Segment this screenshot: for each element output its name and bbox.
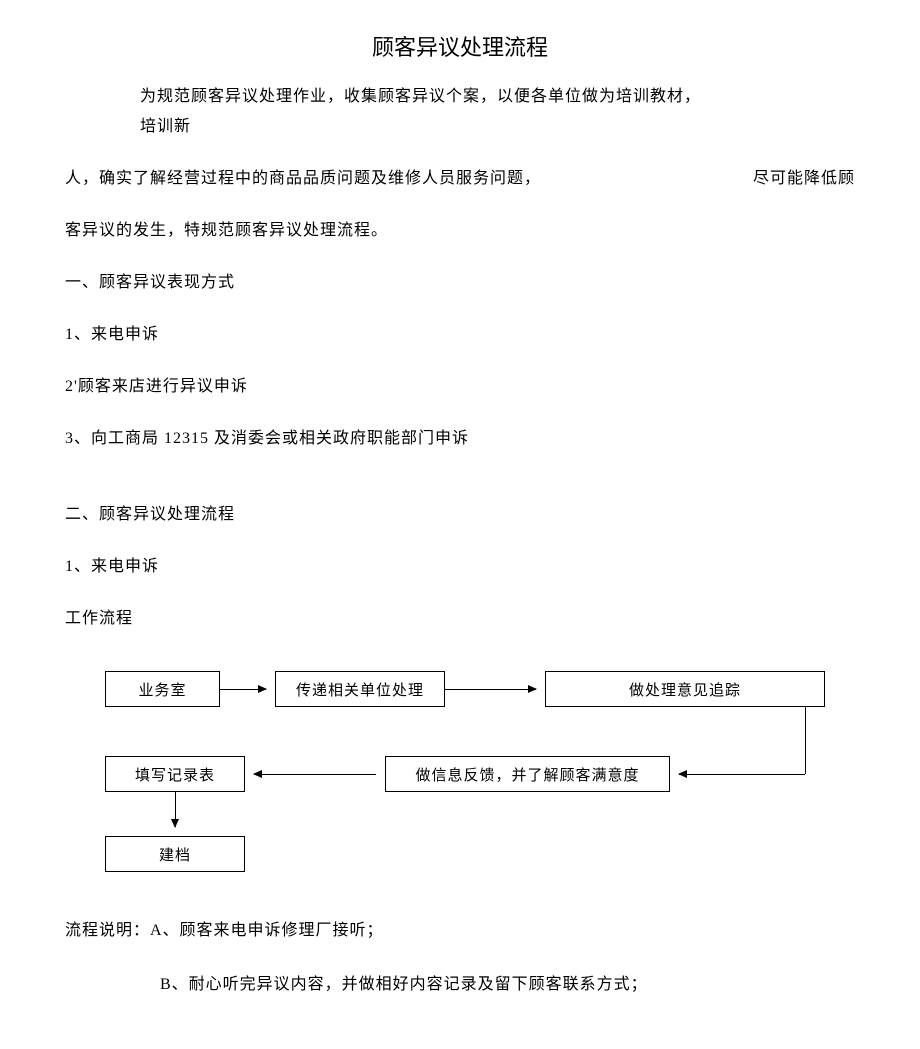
flow-node-1: 业务室 [105,671,220,707]
paragraph-1-row: 人，确实了解经营过程中的商品品质问题及维修人员服务问题， 尽可能降低顾 [65,164,855,188]
intro-line-1: 为规范顾客异议处理作业，收集顾客异议个案，以便各单位做为培训教材， [140,82,855,106]
section-2-title: 二、顾客异议处理流程 [65,500,855,524]
arrow-5-6 [175,792,176,827]
paragraph-2: 客异议的发生，特规范顾客异议处理流程。 [65,216,855,240]
section-1-item-3: 3、向工商局 12315 及消委会或相关政府职能部门申诉 [65,424,855,448]
flow-node-6: 建档 [105,836,245,872]
explanation-b: B、耐心听完异议内容，并做相好内容记录及留下顾客联系方式； [160,970,855,994]
flow-node-3: 做处理意见追踪 [545,671,825,707]
line-3-down [805,707,806,774]
workflow-label: 工作流程 [65,604,855,628]
workflow-flowchart: 业务室 传递相关单位处理 做处理意见追踪 做信息反馈，并了解顾客满意度 填写记录… [65,656,855,886]
arrow-2-3 [445,689,536,690]
section-1-title: 一、顾客异议表现方式 [65,268,855,292]
paragraph-1-left: 人，确实了解经营过程中的商品品质问题及维修人员服务问题， [65,164,541,188]
arrow-3-4 [679,774,805,775]
arrow-1-2 [220,689,266,690]
flow-node-4: 做信息反馈，并了解顾客满意度 [385,756,670,792]
arrow-4-5 [254,774,376,775]
section-2-item-1: 1、来电申诉 [65,552,855,576]
page-title: 顾客异议处理流程 [0,0,920,82]
document-body: 为规范顾客异议处理作业，收集顾客异议个案，以便各单位做为培训教材， 培训新 人，… [0,82,920,994]
flow-node-2: 传递相关单位处理 [275,671,445,707]
section-1-item-1: 1、来电申诉 [65,320,855,344]
flow-node-5: 填写记录表 [105,756,245,792]
section-1-item-2: 2'顾客来店进行异议申诉 [65,372,855,396]
paragraph-1-right: 尽可能降低顾 [753,164,855,188]
intro-line-2: 培训新 [140,112,855,136]
explanation-a: 流程说明：A、顾客来电申诉修理厂接听； [65,916,855,940]
